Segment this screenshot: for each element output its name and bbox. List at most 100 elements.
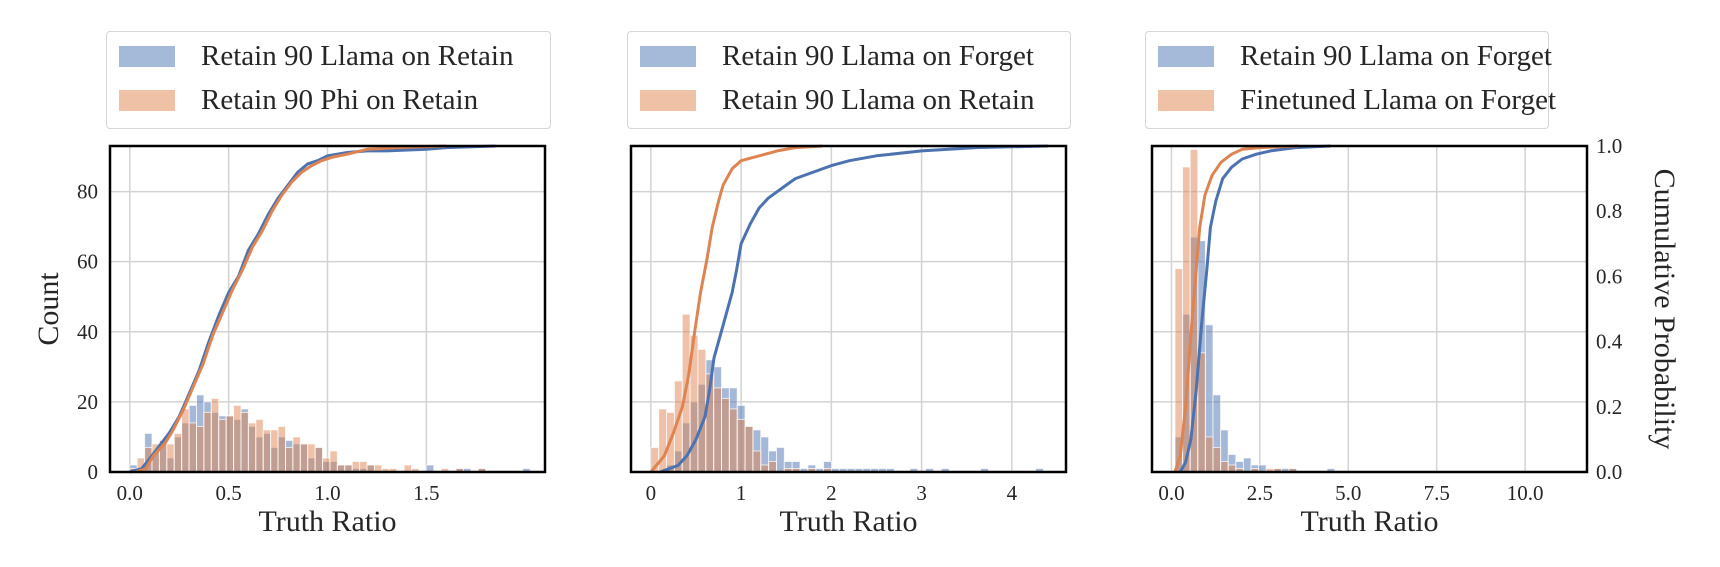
x-tick-label: 0.0 <box>1158 481 1184 505</box>
legend-label: Retain 90 Phi on Retain <box>201 84 479 116</box>
x-tick-label: 2 <box>826 481 837 505</box>
histogram-bar <box>210 397 220 473</box>
panel-retain-llama-vs-phi: 0.0 0.5 1.0 1.5 Truth Ratio 0 20 40 60 80 <box>77 144 547 538</box>
histogram-bar <box>768 460 777 473</box>
histogram-bar <box>166 443 175 473</box>
cumulative-probability-axis: Cumulative Probability <box>1648 169 1681 450</box>
x-tick-label: 4 <box>1007 481 1018 505</box>
legend-label: Retain 90 Llama on Retain <box>722 84 1035 116</box>
histogram-bar <box>233 404 242 473</box>
histogram-bar <box>736 418 746 473</box>
x-tick-label: 10.0 <box>1507 481 1544 505</box>
histogram-bar <box>721 397 730 473</box>
histogram-bar <box>255 418 264 473</box>
legend-label: Finetuned Llama on Forget <box>1240 84 1556 116</box>
histogram-bar <box>329 450 338 473</box>
y2-tick-label: 0.6 <box>1596 264 1622 288</box>
x-axis-label: Truth Ratio <box>258 505 396 538</box>
histogram-bar <box>351 460 361 473</box>
y-tick-label: 80 <box>77 180 98 204</box>
legend-swatch-blue <box>1158 45 1214 67</box>
x-tick-label: 2.5 <box>1247 481 1273 505</box>
legend-item: Retain 90 Llama on Forget <box>1158 39 1552 73</box>
legend-item: Retain 90 Llama on Retain <box>119 39 513 73</box>
x-axis-label: Truth Ratio <box>779 505 917 538</box>
y2-tick-label: 0.0 <box>1596 460 1622 484</box>
y2-tick-label: 1.0 <box>1596 134 1622 158</box>
legend-panel-2: Retain 90 Llama on Forget Retain 90 Llam… <box>627 31 1071 129</box>
legend-item: Retain 90 Phi on Retain <box>119 83 478 117</box>
histogram-bar <box>307 443 316 473</box>
histogram-bar <box>203 411 212 473</box>
histogram-bar <box>181 408 190 473</box>
histogram-bar <box>284 446 294 473</box>
legend-swatch-orange <box>1158 89 1214 111</box>
histogram-bar <box>173 432 183 473</box>
y2-tick-label: 0.4 <box>1596 330 1623 354</box>
histogram-bar <box>1242 457 1252 473</box>
legend-label: Retain 90 Llama on Forget <box>1240 40 1552 72</box>
histogram-bar <box>1212 446 1222 473</box>
y-tick-label: 0 <box>88 460 99 484</box>
legend-item: Retain 90 Llama on Retain <box>640 83 1034 117</box>
histogram-bar <box>1204 436 1214 473</box>
y2-tick-label: 0.2 <box>1596 395 1622 419</box>
histogram-bar <box>744 425 754 473</box>
panel-forget-vs-retain: 0 1 2 3 4 Truth Ratio <box>629 144 1068 538</box>
histogram-bar <box>247 422 257 473</box>
histogram-bar <box>218 418 227 473</box>
count-axis: Count <box>32 272 65 346</box>
legend-swatch-blue <box>119 45 175 67</box>
histogram-bar <box>299 443 309 473</box>
legend-label: Retain 90 Llama on Retain <box>201 40 514 72</box>
cdf-line-blue <box>1178 144 1331 473</box>
x-tick-label: 1 <box>736 481 747 505</box>
histogram-bar <box>713 387 723 473</box>
histogram-bar <box>225 415 235 473</box>
axes-frame <box>629 144 1068 474</box>
histogram-bar <box>1220 460 1229 473</box>
axes-frame <box>108 144 547 474</box>
histogram-bar <box>240 411 249 473</box>
legend-item: Finetuned Llama on Forget <box>1158 83 1556 117</box>
legend-swatch-blue <box>640 45 696 67</box>
cdf-line-orange <box>1173 144 1299 473</box>
legend-label: Retain 90 Llama on Forget <box>722 40 1034 72</box>
x-tick-label: 1.5 <box>413 481 439 505</box>
y-tick-label: 20 <box>77 390 98 414</box>
histogram-bar <box>188 422 198 473</box>
grid <box>110 146 545 473</box>
histogram-orange <box>129 397 487 473</box>
histogram-bar <box>270 429 279 473</box>
legend-panel-3: Retain 90 Llama on Forget Finetuned Llam… <box>1145 31 1556 129</box>
cdf-line-orange <box>135 144 447 474</box>
y-tick-label: 60 <box>77 250 98 274</box>
x-tick-label: 0 <box>646 481 657 505</box>
y2-tick-label: 0.8 <box>1596 199 1622 223</box>
legend-swatch-orange <box>119 89 175 111</box>
legend-swatch-orange <box>640 89 696 111</box>
histogram-bar <box>322 457 331 473</box>
x-tick-label: 3 <box>916 481 927 505</box>
histogram-bar <box>359 460 368 473</box>
cdf-line-orange <box>649 144 823 473</box>
legend-item: Retain 90 Llama on Forget <box>640 39 1034 73</box>
cdf-line-blue <box>659 144 1049 474</box>
x-tick-label: 0.5 <box>216 481 242 505</box>
histogram-bar <box>752 450 762 473</box>
histogram-bar <box>775 446 785 473</box>
panel-retain-vs-finetuned: 0.0 2.5 5.0 7.5 10.0 Truth Ratio 0.0 0.2 0.4 0.6 0… <box>1150 134 1623 538</box>
x-tick-label: 0.0 <box>117 481 143 505</box>
grid <box>1152 146 1587 473</box>
histogram-bar <box>277 425 286 473</box>
x-tick-label: 5.0 <box>1335 481 1361 505</box>
legend-panel-1: Retain 90 Llama on Retain Retain 90 Phi … <box>106 31 551 129</box>
histogram-bar <box>314 446 324 473</box>
y-axis-label-count: Count <box>32 272 65 346</box>
y-tick-label: 40 <box>77 320 98 344</box>
y-axis-label-cumulative-probability: Cumulative Probability <box>1648 169 1681 450</box>
histogram-bar <box>196 425 205 473</box>
histogram-bar <box>728 408 738 473</box>
histogram-bar <box>292 436 301 473</box>
